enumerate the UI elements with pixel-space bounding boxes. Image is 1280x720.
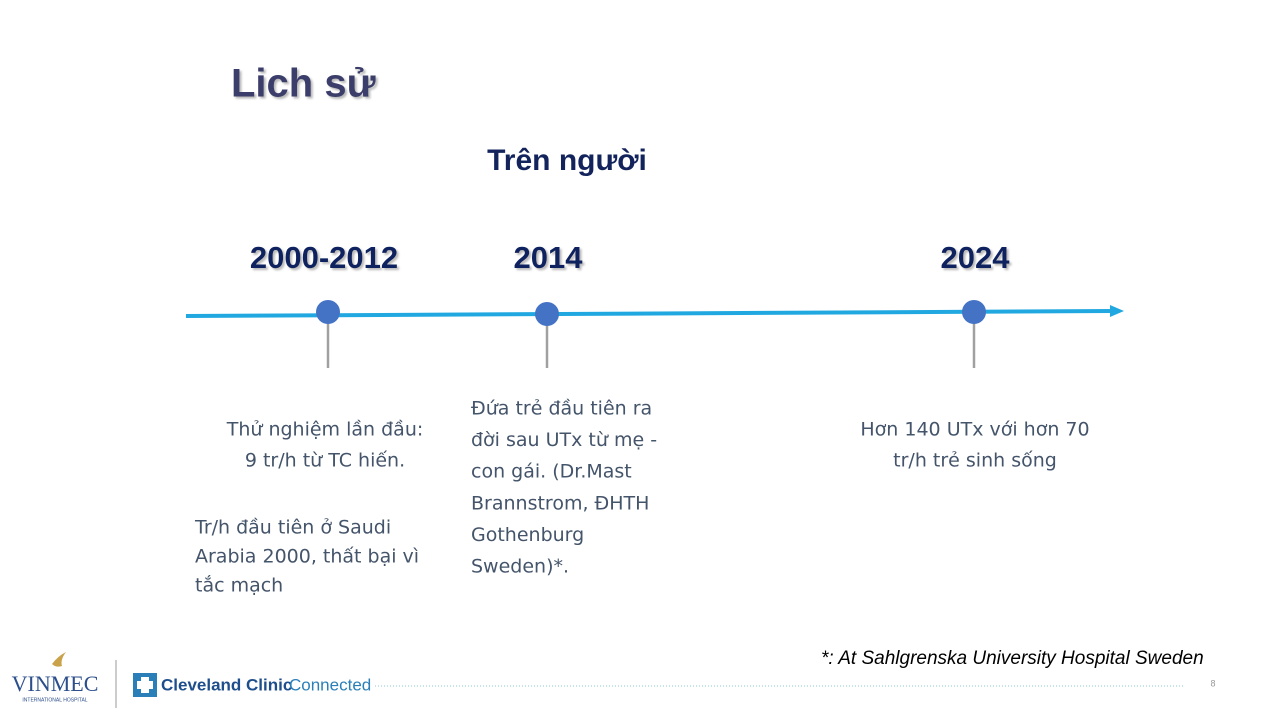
brand: VINMEC bbox=[12, 671, 99, 696]
description-line: Hơn 140 UTx với hơn 70 bbox=[860, 419, 1089, 441]
description-line: Sweden)*. bbox=[471, 556, 569, 578]
description-line: Thử nghiệm lần đầu: bbox=[226, 419, 424, 441]
partner-sub: Connected bbox=[289, 675, 371, 694]
description-line: 9 tr/h từ TC hiến. bbox=[245, 450, 405, 472]
year: 2000-2012 bbox=[250, 240, 398, 275]
year: 2024 bbox=[941, 240, 1011, 275]
milestone-dot bbox=[962, 300, 986, 324]
timeline-arrow bbox=[1110, 305, 1124, 317]
footnote: *: At Sahlgrenska University Hospital Sw… bbox=[821, 648, 1204, 669]
description-line: con gái. (Dr.Mast bbox=[471, 461, 632, 483]
description-line: Đứa trẻ đầu tiên ra bbox=[471, 398, 652, 420]
title: Lich sử bbox=[231, 62, 376, 106]
description-line: Gothenburg bbox=[471, 524, 584, 546]
description-line: Brannstrom, ĐHTH bbox=[471, 492, 649, 514]
subtitle: Trên người bbox=[487, 144, 647, 177]
description-line: tr/h trẻ sinh sống bbox=[893, 450, 1057, 472]
milestone-dot bbox=[316, 300, 340, 324]
brand-sub: INTERNATIONAL HOSPITAL bbox=[22, 697, 87, 703]
description-line: Tr/h đầu tiên ở Saudi bbox=[194, 517, 391, 539]
year: 2014 bbox=[514, 240, 584, 275]
milestone-dot bbox=[535, 302, 559, 326]
brand-icon bbox=[52, 652, 66, 667]
footer: VINMEC INTERNATIONAL HOSPITAL Cleveland … bbox=[12, 652, 1216, 708]
partner-icon-cross bbox=[137, 681, 153, 689]
description-line: đời sau UTx từ mẹ - bbox=[471, 429, 657, 451]
description-line: tắc mạch bbox=[195, 574, 283, 597]
timeline-axis bbox=[185, 309, 1113, 318]
page-number: 8 bbox=[1210, 678, 1215, 688]
partner: Cleveland Clinic bbox=[161, 675, 292, 694]
description-line: Arabia 2000, thất bại vì bbox=[195, 546, 419, 568]
